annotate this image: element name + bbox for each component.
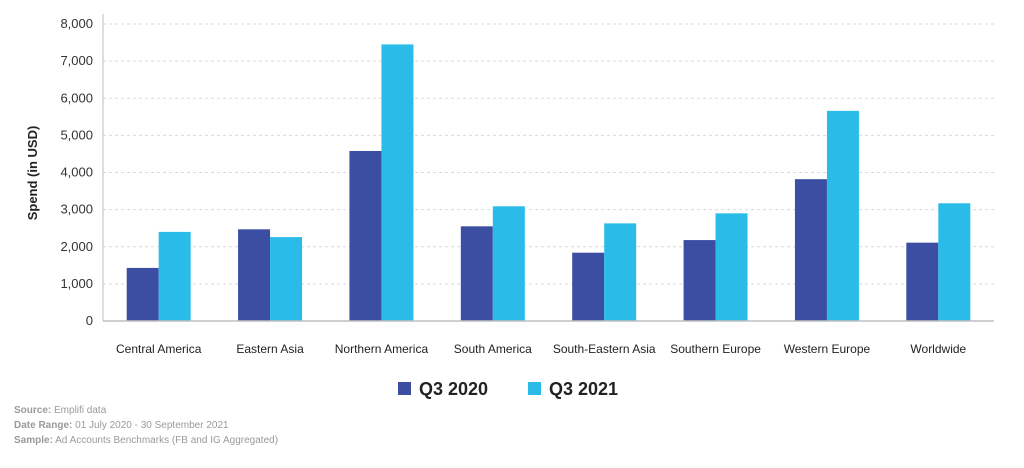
y-tick-label: 0 — [86, 313, 93, 328]
bar-q3-2021 — [381, 44, 414, 321]
y-tick-label: 4,000 — [60, 165, 93, 180]
bar-q3-2020 — [572, 252, 605, 321]
source-label: Source: — [14, 405, 52, 416]
x-category-label: Eastern Asia — [236, 342, 304, 356]
bars — [126, 44, 971, 321]
y-tick-label: 7,000 — [60, 53, 93, 68]
bar-q3-2020 — [238, 229, 271, 321]
bar-q3-2020 — [349, 150, 382, 321]
date-range-value: 01 July 2020 - 30 September 2021 — [72, 420, 229, 431]
bar-q3-2020 — [683, 240, 716, 321]
x-category-label: Southern Europe — [670, 342, 761, 356]
bar-q3-2021 — [938, 203, 971, 321]
x-category-label: South America — [454, 342, 532, 356]
y-tick-label: 2,000 — [60, 239, 93, 254]
legend: Q3 2020 Q3 2021 — [398, 379, 618, 399]
gridlines — [103, 23, 994, 285]
bar-q3-2021 — [158, 231, 191, 321]
y-tick-label: 1,000 — [60, 276, 93, 291]
sample-note: Sample: Ad Accounts Benchmarks (FB and I… — [14, 433, 278, 448]
y-tick-label: 8,000 — [60, 16, 93, 31]
legend-swatch — [528, 382, 541, 395]
legend-swatch — [398, 382, 411, 395]
x-category-label: Western Europe — [784, 342, 871, 356]
y-tick-label: 5,000 — [60, 127, 93, 142]
sample-value: Ad Accounts Benchmarks (FB and IG Aggreg… — [52, 435, 279, 446]
source-note: Source: Emplifi data — [14, 403, 278, 418]
y-tick-label: 6,000 — [60, 90, 93, 105]
bar-q3-2020 — [460, 226, 493, 321]
legend-label: Q3 2021 — [549, 379, 618, 399]
source-value: Emplifi data — [51, 405, 107, 416]
date-range-note: Date Range: 01 July 2020 - 30 September … — [14, 418, 278, 433]
bar-q3-2021 — [826, 110, 859, 321]
bar-q3-2021 — [604, 223, 637, 321]
bar-q3-2021 — [492, 206, 525, 321]
y-axis-title: Spend (in USD) — [25, 126, 40, 221]
footnotes: Source: Emplifi data Date Range: 01 July… — [14, 403, 278, 448]
x-category-label: Central America — [116, 342, 202, 356]
y-tick-label: 3,000 — [60, 202, 93, 217]
bar-chart: 0 1,000 2,000 3,000 4,000 5,000 6,000 7,000 8,00… — [25, 14, 994, 399]
x-category-label: South-Eastern Asia — [553, 342, 656, 356]
y-axis: 0 1,000 2,000 3,000 4,000 5,000 6,000 7,000 8,00… — [60, 14, 104, 328]
x-category-label: Northern America — [335, 342, 429, 356]
x-axis: Central America Eastern Asia Northern Amer… — [103, 320, 994, 356]
bar-q3-2020 — [794, 179, 827, 321]
legend-label: Q3 2020 — [419, 379, 488, 399]
date-range-label: Date Range: — [14, 420, 73, 431]
bar-q3-2021 — [270, 237, 303, 321]
bar-q3-2020 — [906, 242, 939, 321]
sample-label: Sample: — [14, 435, 53, 446]
x-category-label: Worldwide — [910, 342, 966, 356]
bar-q3-2020 — [126, 267, 159, 321]
bar-q3-2021 — [715, 213, 748, 321]
